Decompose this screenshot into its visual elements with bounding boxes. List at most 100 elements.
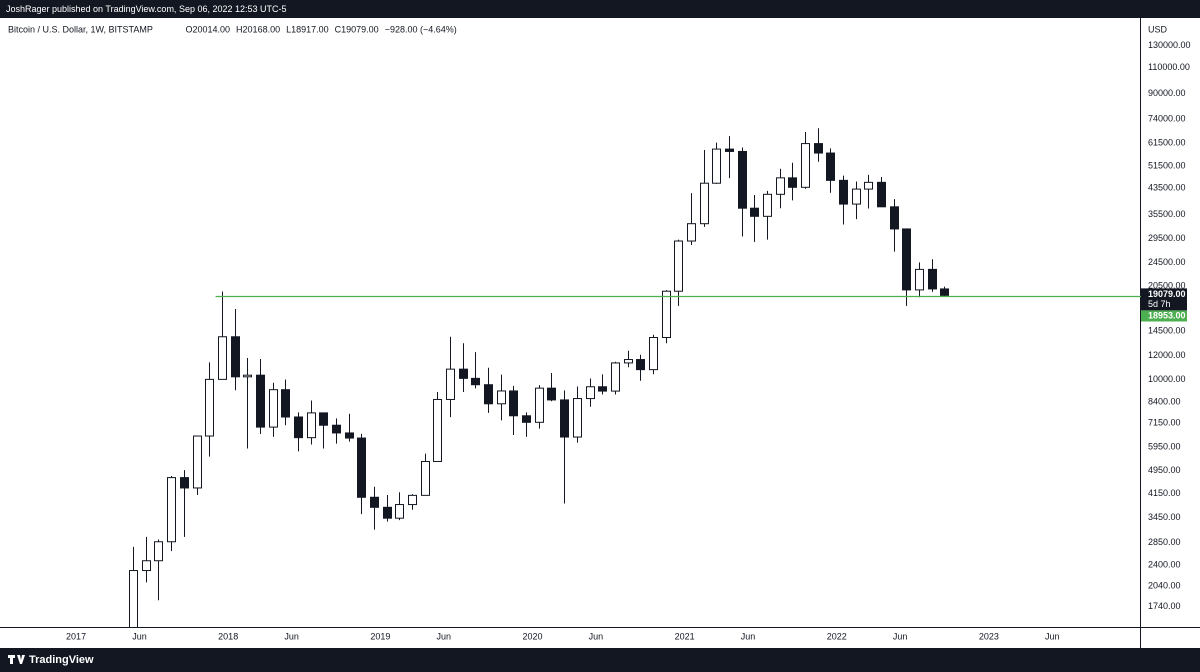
ohlc-value: H20168.00 bbox=[236, 24, 280, 34]
x-tick-label: Jun bbox=[1045, 631, 1060, 641]
candle-body bbox=[193, 435, 202, 489]
candle-body bbox=[459, 368, 468, 379]
y-tick-label: 43500.00 bbox=[1148, 183, 1186, 193]
x-tick-label: 2022 bbox=[827, 631, 847, 641]
hline-price-box bbox=[1141, 310, 1187, 322]
x-tick-label: Jun bbox=[589, 631, 604, 641]
chart-title: Bitcoin / U.S. Dollar, 1W, BITSTAMP bbox=[8, 24, 153, 34]
plot-area bbox=[129, 128, 949, 627]
candle-body bbox=[788, 177, 797, 188]
candle-body bbox=[256, 374, 265, 428]
candle-body bbox=[218, 336, 227, 380]
x-tick-label: Jun bbox=[132, 631, 147, 641]
footer-brand: TradingView bbox=[29, 654, 94, 666]
candle-body bbox=[611, 362, 620, 392]
axis-unit: USD bbox=[1148, 24, 1168, 34]
candle-body bbox=[852, 188, 861, 205]
ohlc-value: O20014.00 bbox=[186, 24, 231, 34]
candle-body bbox=[129, 570, 138, 627]
candle-body bbox=[725, 148, 734, 152]
candle-body bbox=[573, 398, 582, 438]
y-tick-label: 7150.00 bbox=[1148, 417, 1181, 427]
candle-body bbox=[915, 268, 924, 291]
candle-body bbox=[547, 387, 556, 401]
candle-body bbox=[408, 494, 417, 506]
y-tick-label: 24500.00 bbox=[1148, 257, 1186, 267]
x-tick-label: Jun bbox=[893, 631, 908, 641]
candle-body bbox=[319, 412, 328, 426]
candle-body bbox=[142, 560, 151, 572]
y-tick-label: 130000.00 bbox=[1148, 40, 1191, 50]
candle-body bbox=[484, 384, 493, 405]
x-tick-label: Jun bbox=[436, 631, 451, 641]
candle-body bbox=[712, 148, 721, 184]
candle-body bbox=[598, 386, 607, 392]
last-price-box bbox=[1141, 288, 1187, 311]
x-tick-label: 2023 bbox=[979, 631, 999, 641]
y-tick-label: 2400.00 bbox=[1148, 559, 1181, 569]
candle-body bbox=[776, 177, 785, 195]
candle-body bbox=[839, 179, 848, 205]
y-tick-label: 3450.00 bbox=[1148, 512, 1181, 522]
y-tick-label: 20500.00 bbox=[1148, 280, 1186, 290]
candle-body bbox=[636, 359, 645, 371]
y-tick-label: 1740.00 bbox=[1148, 601, 1181, 611]
candle-body bbox=[357, 437, 366, 498]
candle-body bbox=[902, 228, 911, 291]
candle-body bbox=[586, 386, 595, 400]
candle-body bbox=[269, 389, 278, 428]
ohlc-value: −928.00 (−4.64%) bbox=[385, 24, 457, 34]
x-tick-label: 2021 bbox=[675, 631, 695, 641]
x-tick-label: 2019 bbox=[370, 631, 390, 641]
logo bbox=[8, 655, 25, 664]
hline-price-label: 18953.00 bbox=[1148, 310, 1186, 320]
y-tick-label: 110000.00 bbox=[1148, 62, 1190, 72]
candle-body bbox=[167, 477, 176, 543]
candle-body bbox=[332, 424, 341, 434]
candle-body bbox=[243, 374, 252, 378]
candle-body bbox=[370, 496, 379, 508]
candle-body bbox=[763, 193, 772, 217]
y-tick-label: 90000.00 bbox=[1148, 88, 1186, 98]
last-price-label: 19079.00 bbox=[1148, 289, 1186, 299]
candle-body bbox=[928, 268, 937, 290]
candle-body bbox=[281, 389, 290, 418]
candle-body bbox=[814, 143, 823, 154]
candle-body bbox=[383, 506, 392, 519]
y-tick-label: 74000.00 bbox=[1148, 113, 1186, 123]
ohlc-value: L18917.00 bbox=[286, 24, 329, 34]
candle-body bbox=[205, 378, 214, 437]
candle-body bbox=[395, 504, 404, 519]
y-tick-label: 5950.00 bbox=[1148, 441, 1181, 451]
candle-body bbox=[864, 181, 873, 190]
header-bar bbox=[0, 0, 1200, 18]
x-tick-label: 2020 bbox=[522, 631, 542, 641]
candle-body bbox=[294, 416, 303, 439]
y-tick-label: 4150.00 bbox=[1148, 488, 1181, 498]
candle-body bbox=[801, 143, 810, 188]
candle-body bbox=[522, 415, 531, 423]
candle-body bbox=[497, 390, 506, 405]
candle-body bbox=[662, 290, 671, 339]
y-tick-label: 2850.00 bbox=[1148, 537, 1181, 547]
x-tick-label: Jun bbox=[284, 631, 299, 641]
candle-body bbox=[687, 223, 696, 242]
y-tick-label: 2040.00 bbox=[1148, 581, 1181, 591]
candle-body bbox=[180, 477, 189, 489]
footer-bar bbox=[0, 648, 1200, 672]
candle-body bbox=[433, 398, 442, 462]
header-text: JoshRager published on TradingView.com, … bbox=[6, 4, 287, 14]
candle-body bbox=[509, 390, 518, 417]
x-tick-label: 2018 bbox=[218, 631, 238, 641]
ohlc-value: C19079.00 bbox=[335, 24, 379, 34]
candle-body bbox=[750, 207, 759, 217]
candle-body bbox=[890, 206, 899, 230]
y-tick-label: 61500.00 bbox=[1148, 138, 1186, 148]
y-tick-label: 10000.00 bbox=[1148, 374, 1186, 384]
candle-body bbox=[940, 288, 949, 296]
candle-body bbox=[877, 181, 886, 208]
y-tick-label: 4950.00 bbox=[1148, 465, 1181, 475]
y-tick-label: 14500.00 bbox=[1148, 325, 1186, 335]
candle-body bbox=[560, 399, 569, 438]
